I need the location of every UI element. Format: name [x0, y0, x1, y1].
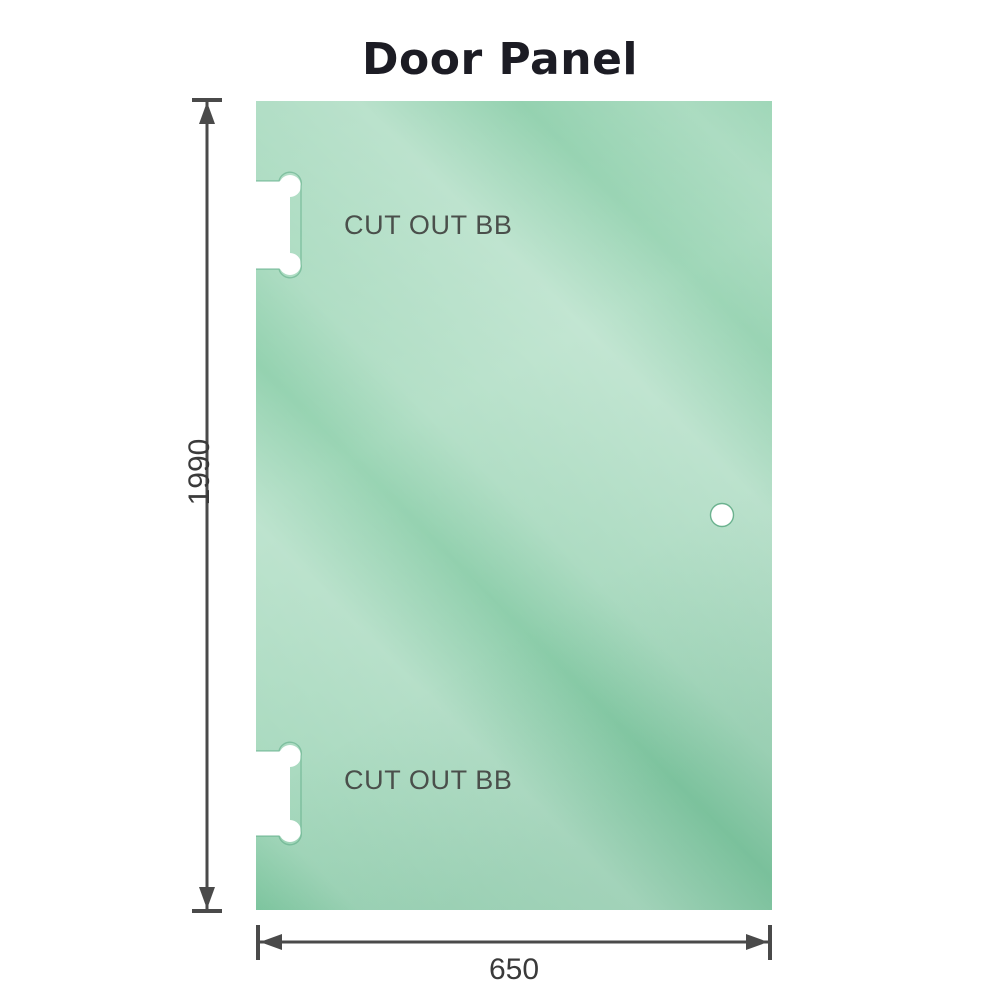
handle-hole-outline [709, 502, 735, 528]
panel-body [256, 101, 772, 910]
dimension-width-label: 650 [488, 953, 540, 986]
panel-graphic [256, 101, 772, 910]
glass-door-panel [256, 101, 772, 910]
cutout-label-top: CUT OUT BB [344, 210, 513, 240]
page-title: Door Panel [361, 34, 638, 85]
cutout-top-outline [256, 171, 302, 279]
width-arrow-right [746, 934, 768, 950]
cutout-label-bottom: CUT OUT BB [344, 765, 513, 795]
dimension-height-label: 1990 [183, 438, 216, 506]
width-arrow-left [260, 934, 282, 950]
cutout-outlines [256, 171, 735, 846]
cutout-bottom-outline [256, 741, 302, 846]
height-arrow-top [199, 102, 215, 124]
height-arrow-bottom [199, 887, 215, 909]
